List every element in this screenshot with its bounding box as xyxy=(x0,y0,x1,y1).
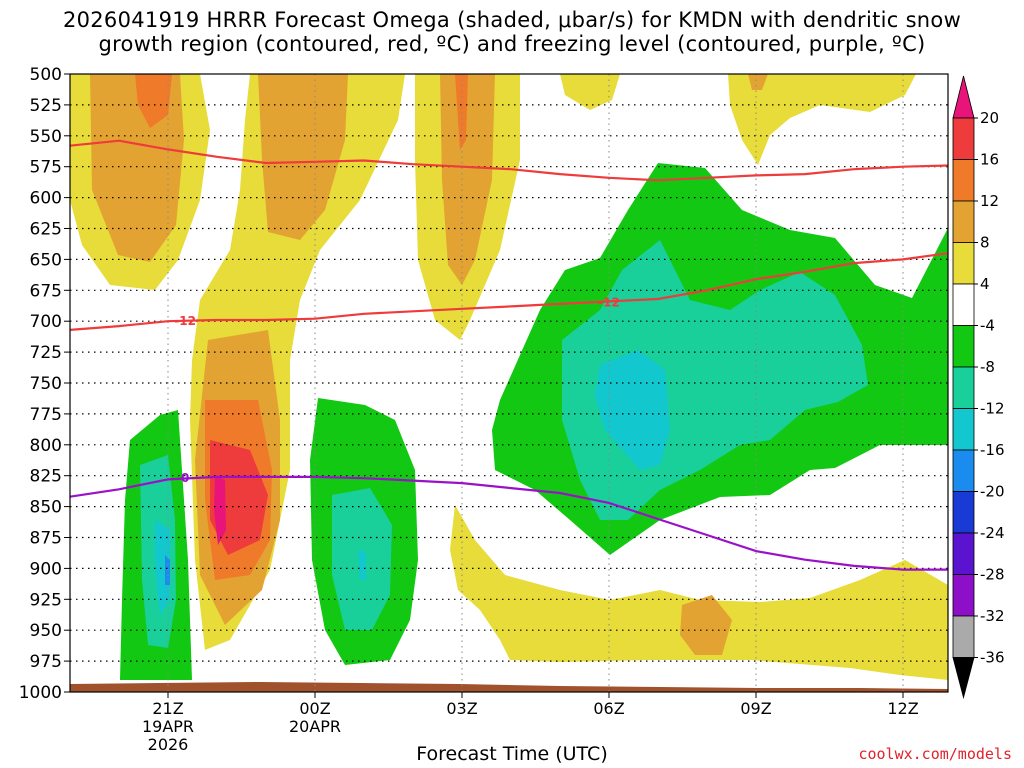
x-tick-label: 00Z xyxy=(299,699,330,718)
y-tick-label: 825 xyxy=(30,467,62,487)
omega-shading xyxy=(70,74,948,692)
colorbar-bottom-arrow xyxy=(952,657,975,700)
credit-text: coolwx.com/models xyxy=(858,745,1012,763)
colorbar-segment xyxy=(952,283,975,326)
chart-title-line2: growth region (contoured, red, ºC) and f… xyxy=(98,32,926,56)
colorbar-segment xyxy=(952,532,975,575)
omega-region-cyan-central xyxy=(358,550,366,580)
colorbar-tick-label: -32 xyxy=(980,607,1005,625)
x-tick-label: 12Z xyxy=(887,699,918,718)
colorbar-tick-label: -12 xyxy=(980,400,1005,418)
x-tick-date-label: 20APR xyxy=(289,717,341,736)
y-tick-label: 575 xyxy=(30,158,62,178)
contour-label: -12 xyxy=(598,295,620,309)
x-tick-label: 21Z xyxy=(152,699,183,718)
omega-region-pink-max xyxy=(214,475,226,545)
colorbar-top-arrow xyxy=(952,75,975,119)
colorbar-tick-label: 4 xyxy=(980,275,990,293)
colorbar-segment xyxy=(952,325,975,368)
colorbar-tick-label: 8 xyxy=(980,234,990,252)
colorbar-segment xyxy=(952,574,975,617)
contour-line-2 xyxy=(69,252,949,331)
y-axis: 500 525 550 575 600 625 650 675 700 725 750 775 800 8… xyxy=(19,65,70,703)
y-tick-label: 675 xyxy=(30,281,62,301)
y-tick-label: 600 xyxy=(30,189,62,209)
colorbar-segment xyxy=(952,117,975,160)
colorbar-tick-label: -20 xyxy=(980,483,1005,501)
colorbar-tick-label: -4 xyxy=(980,317,995,335)
x-tick-label: 06Z xyxy=(593,699,624,718)
colorbar-segment xyxy=(952,408,975,451)
colorbar-segment xyxy=(952,366,975,409)
gridlines xyxy=(70,74,948,692)
y-tick-label: 625 xyxy=(30,220,62,240)
colorbar-tick-label: -16 xyxy=(980,441,1005,459)
omega-region-darkorange-03z xyxy=(455,74,468,150)
y-tick-label: 925 xyxy=(30,590,62,610)
y-tick-label: 975 xyxy=(30,652,62,672)
x-axis-label: Forecast Time (UTC) xyxy=(416,743,608,765)
contour-label: 0 xyxy=(181,471,189,485)
y-tick-label: 950 xyxy=(30,621,62,641)
contour-line-1 xyxy=(69,139,949,182)
omega-region-orange-central xyxy=(258,74,348,240)
chart-title-line1: 2026041919 HRRR Forecast Omega (shaded, … xyxy=(62,8,962,32)
y-tick-label: 900 xyxy=(30,559,62,579)
colorbar-tick-label: -36 xyxy=(980,649,1005,667)
omega-region-orange-03z xyxy=(440,74,495,285)
colorbar-segment xyxy=(952,242,975,285)
colorbar-tick-label: -8 xyxy=(980,358,995,376)
colorbar-segment xyxy=(952,491,975,534)
colorbar-segment xyxy=(952,200,975,243)
contour-lines xyxy=(69,139,949,571)
ground-surface xyxy=(70,682,948,692)
colorbar: 20 16 12 8 4 -4 -8 -12 -16 -20 -24 -28 -32 -36 xyxy=(952,75,1005,700)
y-tick-label: 800 xyxy=(30,436,62,456)
omega-region-yellow-lower-right xyxy=(450,505,948,680)
omega-region-orange-upper-right xyxy=(748,74,768,90)
y-tick-label: 725 xyxy=(30,343,62,363)
y-tick-label: 550 xyxy=(30,127,62,147)
colorbar-segment xyxy=(952,449,975,492)
omega-region-cyan-left xyxy=(155,520,170,615)
y-tick-label: 525 xyxy=(30,96,62,116)
y-tick-label: 775 xyxy=(30,405,62,425)
colorbar-tick-label: -28 xyxy=(980,566,1005,584)
colorbar-tick-label: 20 xyxy=(980,109,999,127)
contour-label: -12 xyxy=(174,314,196,328)
x-tick-label: 09Z xyxy=(740,699,771,718)
contour-labels: -12 -12 0 xyxy=(174,295,620,485)
x-tick-date-label: 19APR xyxy=(142,717,194,736)
x-tick-date-label: 2026 xyxy=(148,735,189,754)
x-tick-label: 03Z xyxy=(446,699,477,718)
omega-region-yellow-small-top xyxy=(560,74,620,110)
y-tick-label: 850 xyxy=(30,498,62,518)
omega-region-yellow-upper-right xyxy=(728,74,916,165)
contour-line-3 xyxy=(69,475,948,571)
colorbar-segment xyxy=(952,159,975,202)
colorbar-tick-label: -24 xyxy=(980,524,1005,542)
colorbar-tick-label: 12 xyxy=(980,192,999,210)
y-tick-label: 1000 xyxy=(19,683,62,703)
omega-region-orange-upper-left xyxy=(90,74,184,262)
y-tick-label: 500 xyxy=(30,65,62,85)
omega-region-orange-lower-right xyxy=(680,595,732,655)
y-tick-label: 750 xyxy=(30,374,62,394)
omega-region-cyan-right xyxy=(595,350,670,470)
omega-region-darkorange-upper-left xyxy=(135,74,172,128)
colorbar-tick-label: 16 xyxy=(980,151,999,169)
y-tick-label: 875 xyxy=(30,529,62,549)
y-tick-label: 700 xyxy=(30,312,62,332)
y-tick-label: 650 xyxy=(30,250,62,270)
colorbar-segment xyxy=(952,615,975,658)
